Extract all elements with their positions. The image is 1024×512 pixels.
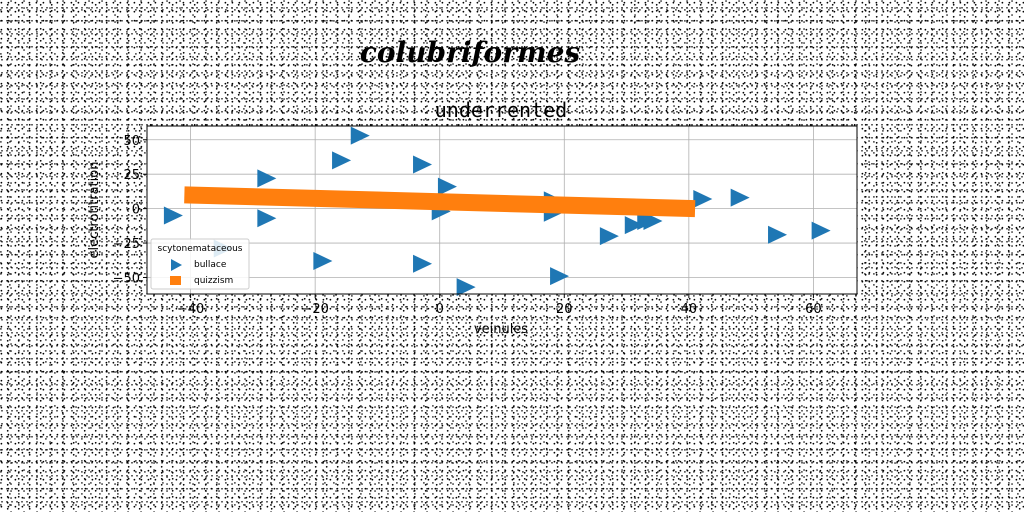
y-tick-label: 0 bbox=[132, 203, 140, 218]
scatter-point-bullace bbox=[693, 189, 713, 208]
scatter-point-bullace bbox=[599, 227, 619, 246]
scatter-point-bullace bbox=[413, 254, 433, 273]
series-line-quizzism bbox=[184, 186, 696, 218]
x-tick-label: −20 bbox=[301, 302, 328, 317]
y-tick-label: −50 bbox=[113, 271, 140, 286]
chart-title: underrented bbox=[435, 98, 567, 122]
y-tick-label: −25 bbox=[113, 237, 140, 252]
scatter-point-bullace bbox=[768, 225, 788, 244]
scatter-point-bullace bbox=[730, 188, 750, 207]
scatter-point-bullace bbox=[811, 221, 831, 240]
y-axis-label: electrotitration bbox=[87, 162, 102, 259]
scatter-point-bullace bbox=[332, 151, 352, 170]
scatter-point-bullace bbox=[257, 169, 277, 188]
legend-marker-bullace bbox=[171, 259, 182, 271]
x-tick-label: 60 bbox=[805, 302, 822, 317]
scatter-point-bullace bbox=[257, 209, 277, 228]
series-layer bbox=[163, 126, 831, 297]
scatter-point-bullace bbox=[313, 251, 333, 270]
y-tick-label: 25 bbox=[123, 168, 140, 183]
grid-lines bbox=[147, 126, 857, 294]
scatter-point-bullace bbox=[437, 177, 457, 196]
x-tick-label: −40 bbox=[177, 302, 204, 317]
figure-suptitle: colubriformes bbox=[359, 36, 581, 69]
y-axis-ticks: −50 −25 0 25 50 bbox=[113, 134, 147, 286]
x-axis-label: veinules bbox=[474, 322, 528, 337]
scatter-point-bullace bbox=[624, 216, 644, 235]
x-tick-label: 0 bbox=[436, 302, 444, 317]
x-tick-label: 20 bbox=[556, 302, 573, 317]
scatter-point-bullace bbox=[350, 126, 370, 145]
legend-label-quizzism: quizzism bbox=[194, 276, 233, 286]
plot-frame bbox=[146, 125, 858, 295]
scatter-point-bullace bbox=[456, 278, 476, 297]
x-tick-label: 40 bbox=[681, 302, 698, 317]
scatter-point-bullace bbox=[643, 212, 663, 231]
scatter-point-bullace bbox=[413, 155, 433, 174]
y-tick-label: 50 bbox=[123, 134, 140, 149]
x-axis-ticks: −40 −20 0 20 40 60 bbox=[177, 294, 822, 317]
scatter-point-bullace bbox=[550, 267, 570, 286]
legend-title: scytonemataceous bbox=[158, 244, 243, 254]
legend: scytonemataceous bullace quizzism bbox=[150, 238, 250, 290]
legend-label-bullace: bullace bbox=[194, 260, 227, 270]
scatter-point-bullace bbox=[163, 206, 183, 225]
legend-marker-quizzism bbox=[170, 276, 181, 285]
